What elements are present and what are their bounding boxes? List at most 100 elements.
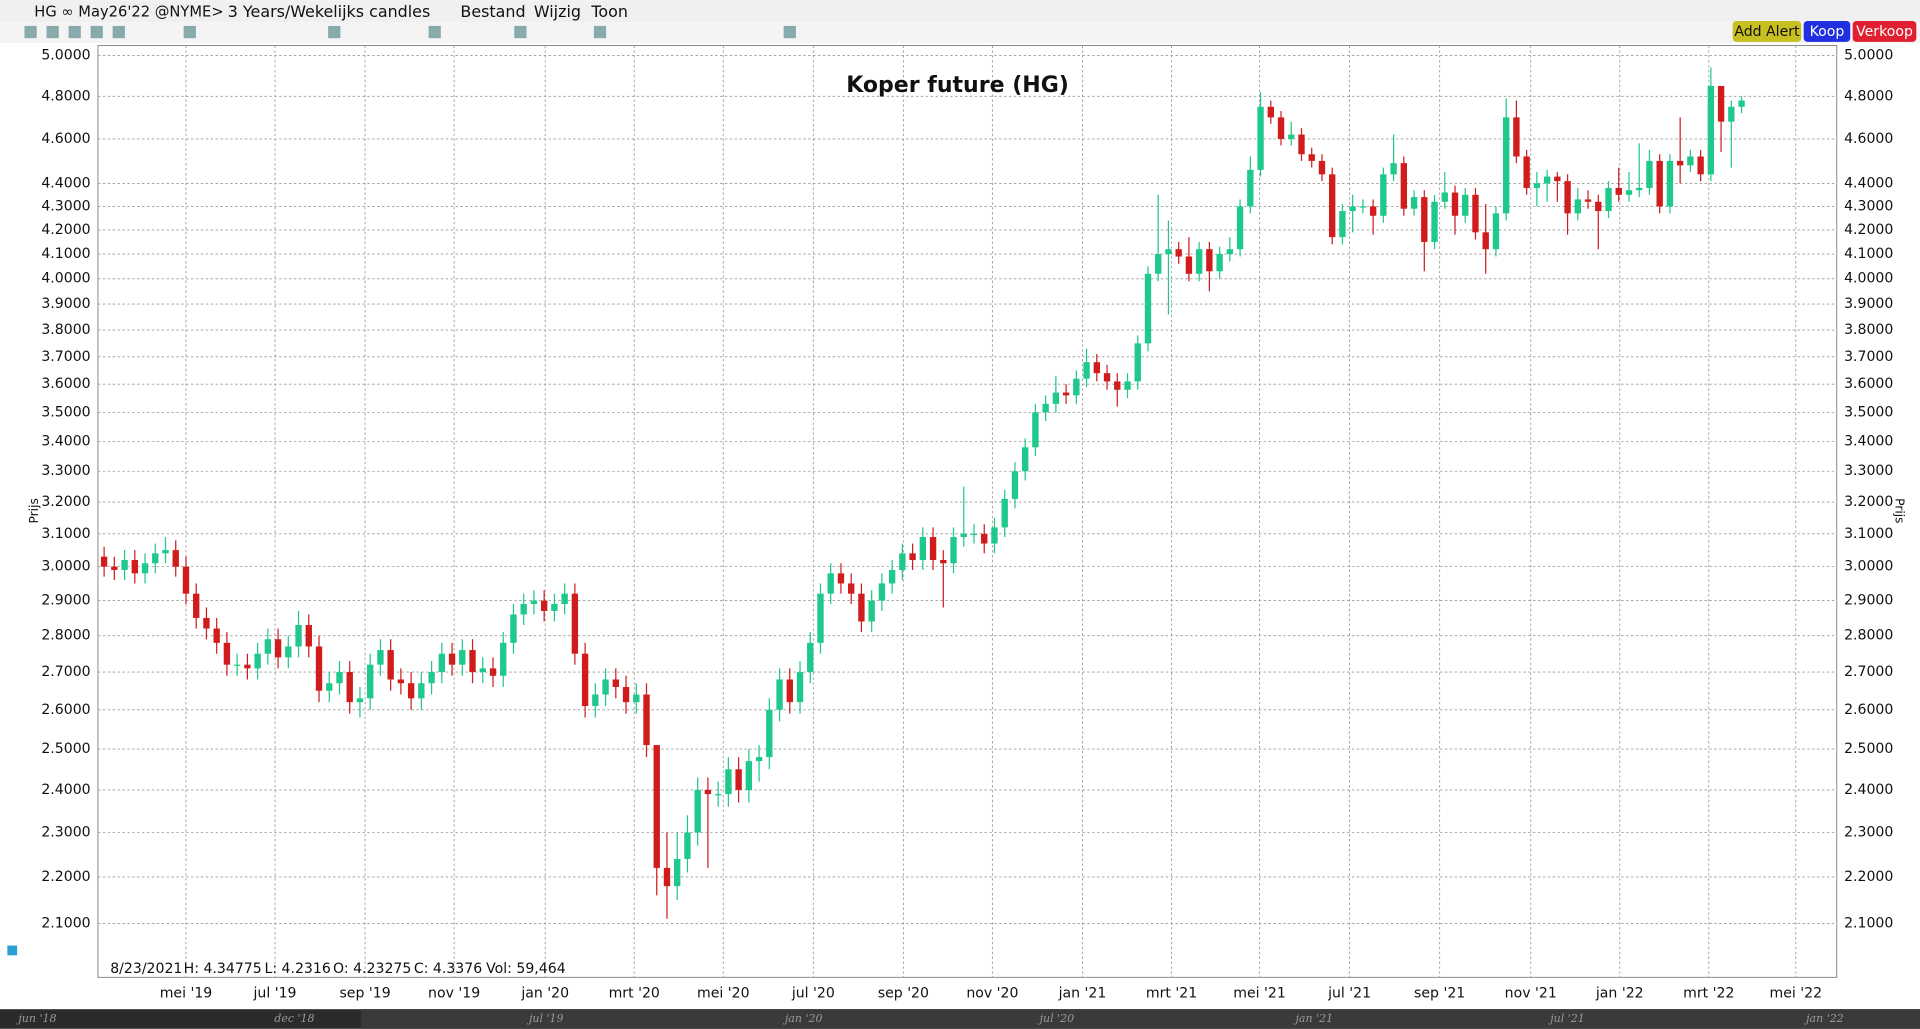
candle-body	[1011, 471, 1019, 499]
candle-body	[909, 553, 916, 560]
candle-body	[1369, 206, 1377, 216]
icon[interactable]	[328, 25, 341, 39]
icon[interactable]	[514, 25, 527, 39]
y-tick-label: 3.5000	[41, 404, 90, 420]
candle-body	[1584, 199, 1592, 202]
candle-body	[796, 672, 804, 703]
candle-body	[745, 761, 753, 790]
candle-body	[1206, 249, 1213, 272]
candle-body	[418, 683, 425, 699]
candle-body	[448, 653, 456, 665]
sell-button[interactable]	[1852, 21, 1917, 42]
x-tick-label: nov '19	[428, 985, 480, 1001]
candle-body	[735, 769, 742, 790]
icon[interactable]	[90, 25, 103, 39]
x-tick-label: jan '20	[520, 985, 569, 1001]
y-tick-label: 2.8000	[1844, 628, 1893, 644]
candle-body	[592, 694, 599, 706]
icon[interactable]	[112, 25, 125, 39]
candle-body	[1144, 273, 1152, 344]
y-tick-label: 2.6000	[41, 702, 90, 718]
candle-body	[367, 664, 374, 699]
y-tick-label: 2.3000	[41, 824, 90, 840]
candle-body	[1574, 199, 1581, 214]
navigator-label: jun '18	[15, 1012, 56, 1025]
button-label[interactable]: Koop	[1810, 24, 1845, 40]
candle-body	[1032, 412, 1039, 448]
candle-body	[1636, 187, 1643, 191]
candle-body	[1349, 206, 1356, 212]
add-alert-button[interactable]	[1732, 21, 1802, 42]
y-tick-label: 2.9000	[1844, 593, 1893, 609]
y-tick-label: 4.2000	[41, 222, 90, 238]
info-open: O: 4.23275	[333, 961, 411, 977]
candle-body	[633, 694, 640, 703]
candle-body	[479, 668, 486, 673]
candle-body	[991, 527, 998, 544]
y-tick-label: 4.8000	[41, 88, 90, 104]
y-tick-label: 2.3000	[1844, 824, 1893, 840]
y-tick-label: 2.7000	[1844, 664, 1893, 680]
x-tick-label: nov '20	[966, 985, 1018, 1001]
candle-body	[1288, 134, 1295, 139]
icon[interactable]	[783, 25, 796, 39]
info-high: H: 4.34775	[184, 961, 262, 977]
symbol[interactable]: HG ∞ May26'22 @NYME>	[34, 3, 223, 20]
candle-body	[141, 563, 149, 574]
candle-body	[940, 559, 947, 564]
y-tick-label: 3.7000	[1844, 349, 1893, 365]
candle-body	[213, 628, 220, 643]
candle-body	[1308, 154, 1315, 161]
y-tick-label: 5.0000	[1844, 47, 1893, 63]
candle-body	[1697, 156, 1704, 175]
menu-item[interactable]: Wijzig	[534, 2, 581, 21]
icon[interactable]	[7, 945, 18, 956]
candle-body	[377, 650, 384, 665]
icon[interactable]	[428, 25, 441, 39]
y-tick-label: 4.1000	[41, 246, 90, 262]
candle-body	[1216, 254, 1223, 272]
candle-body	[540, 600, 548, 611]
candle-body	[1676, 160, 1684, 166]
menu-item[interactable]: Bestand	[460, 2, 525, 21]
candle-body	[1247, 169, 1254, 207]
y-tick-label: 4.3000	[41, 198, 90, 214]
x-tick-label: jul '19	[253, 985, 297, 1001]
candle-body	[500, 642, 507, 676]
candle-body	[919, 537, 927, 560]
x-tick-label: mrt '22	[1683, 985, 1734, 1001]
plot-frame	[97, 45, 1838, 978]
icon[interactable]	[183, 25, 196, 39]
info-close: C: 4.3376	[414, 961, 482, 977]
menu-item[interactable]: Toon	[590, 2, 628, 21]
candle-body	[459, 650, 466, 665]
candle-body	[1298, 134, 1305, 155]
icon[interactable]	[68, 25, 81, 39]
x-tick-label: mrt '21	[1146, 985, 1197, 1001]
candle-body	[1073, 378, 1080, 396]
navigator-label: jul '21	[1547, 1012, 1585, 1025]
x-tick-label: sep '21	[1414, 985, 1465, 1001]
icon[interactable]	[46, 25, 59, 39]
candle-body	[817, 593, 824, 643]
icon[interactable]	[593, 25, 607, 39]
candle-body	[1431, 201, 1438, 242]
candle-body	[1451, 192, 1459, 216]
button-label[interactable]: Add Alert	[1734, 24, 1800, 40]
candle-body	[1236, 206, 1244, 250]
y-tick-label: 4.0000	[41, 271, 90, 287]
icon[interactable]	[24, 25, 37, 39]
buy-button[interactable]	[1803, 21, 1851, 42]
y-tick-label: 4.0000	[1844, 271, 1893, 287]
candle-body	[193, 593, 200, 618]
y-tick-label: 4.2000	[1844, 222, 1893, 238]
candle-body	[981, 533, 988, 544]
navigator-window[interactable]	[361, 1009, 1920, 1029]
y-tick-label: 2.6000	[1844, 702, 1893, 718]
navigator-labels: jun '18 dec '18 jul '19 jan '20 jul '20 jan '…	[15, 1012, 1843, 1025]
button-label[interactable]: Verkoop	[1856, 24, 1913, 40]
candle-body	[704, 789, 712, 795]
candle-body	[1329, 174, 1336, 238]
period[interactable]: 3 Years/Wekelijks candles	[228, 2, 431, 21]
